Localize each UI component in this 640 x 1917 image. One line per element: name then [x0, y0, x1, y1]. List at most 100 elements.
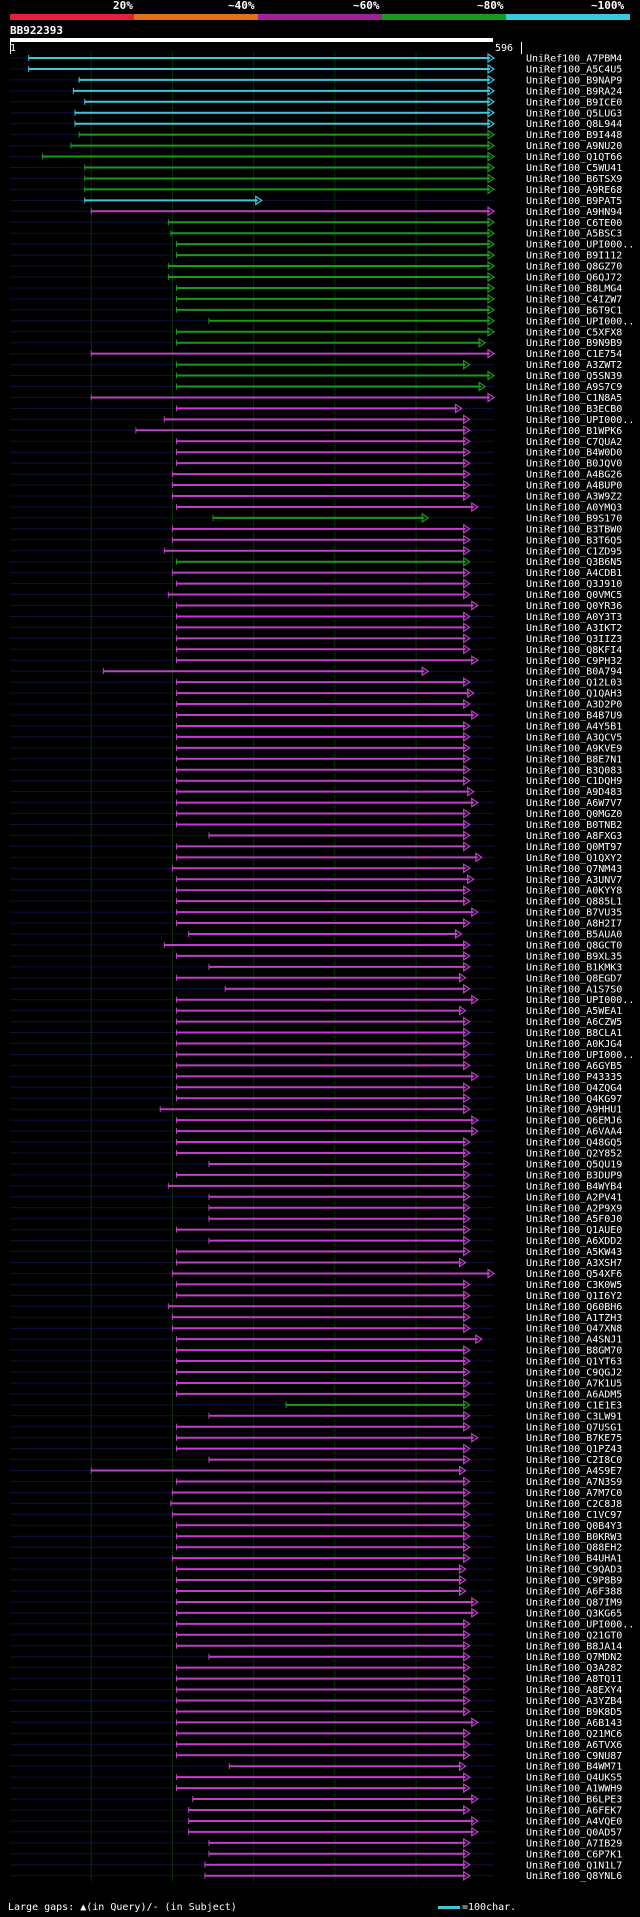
hit-label[interactable]: UniRef100_Q7MDN2: [526, 1652, 622, 1663]
hit-label[interactable]: UniRef100_A4SNJ1: [526, 1335, 622, 1346]
hit-label[interactable]: UniRef100_B9N9B9: [526, 338, 622, 349]
hit-label[interactable]: UniRef100_A4VQE0: [526, 1816, 622, 1827]
hit-label[interactable]: UniRef100_Q2Y852: [526, 1149, 622, 1160]
hit-label[interactable]: UniRef100_A8TQ11: [526, 1674, 622, 1685]
hit-label[interactable]: UniRef100_Q1QAH3: [526, 689, 622, 700]
hit-label[interactable]: UniRef100_Q8L944: [526, 119, 622, 130]
hit-label[interactable]: UniRef100_C6TE00: [526, 218, 622, 229]
hit-label[interactable]: UniRef100_B4WYB4: [526, 1181, 622, 1192]
hit-label[interactable]: UniRef100_UPI000..: [526, 415, 634, 426]
hit-label[interactable]: UniRef100_C9QAD3: [526, 1565, 622, 1576]
hit-label[interactable]: UniRef100_A1TZH3: [526, 1313, 622, 1324]
hit-label[interactable]: UniRef100_A8H2I7: [526, 919, 622, 930]
hit-label[interactable]: UniRef100_B9PAT5: [526, 196, 622, 207]
hit-label[interactable]: UniRef100_C9QGJ2: [526, 1368, 622, 1379]
hit-label[interactable]: UniRef100_A2P9X9: [526, 1203, 622, 1214]
hit-label[interactable]: UniRef100_A6FEK7: [526, 1806, 622, 1817]
hit-label[interactable]: UniRef100_B9ICE0: [526, 97, 622, 108]
hit-label[interactable]: UniRef100_A6VAA4: [526, 1127, 622, 1138]
hit-label[interactable]: UniRef100_Q8KFI4: [526, 645, 622, 656]
hit-label[interactable]: UniRef100_B4W0D0: [526, 448, 622, 459]
hit-label[interactable]: UniRef100_B7VU35: [526, 908, 622, 919]
hit-label[interactable]: UniRef100_Q3A282: [526, 1663, 622, 1674]
hit-label[interactable]: UniRef100_C1DQH9: [526, 776, 622, 787]
hit-label[interactable]: UniRef100_UPI000..: [526, 1619, 634, 1630]
hit-label[interactable]: UniRef100_A5BSC3: [526, 229, 622, 240]
hit-label[interactable]: UniRef100_C4IZW7: [526, 294, 622, 305]
hit-label[interactable]: UniRef100_B9K8D5: [526, 1707, 622, 1718]
hit-label[interactable]: UniRef100_A2PV41: [526, 1192, 622, 1203]
hit-label[interactable]: UniRef100_A5C4U5: [526, 64, 622, 75]
hit-label[interactable]: UniRef100_Q87IM9: [526, 1597, 622, 1608]
hit-label[interactable]: UniRef100_UPI000..: [526, 316, 634, 327]
hit-label[interactable]: UniRef100_A3QCV5: [526, 732, 622, 743]
hit-label[interactable]: UniRef100_A3W9Z2: [526, 492, 622, 503]
hit-label[interactable]: UniRef100_B5AUA0: [526, 930, 622, 941]
hit-label[interactable]: UniRef100_Q47XN8: [526, 1324, 622, 1335]
hit-label[interactable]: UniRef100_A6CZW5: [526, 1017, 622, 1028]
hit-label[interactable]: UniRef100_Q3KG65: [526, 1608, 622, 1619]
hit-label[interactable]: UniRef100_Q7USG1: [526, 1422, 622, 1433]
hit-label[interactable]: UniRef100_Q4KG97: [526, 1094, 622, 1105]
hit-label[interactable]: UniRef100_A6TVX6: [526, 1740, 622, 1751]
hit-label[interactable]: UniRef100_A1WWH9: [526, 1784, 622, 1795]
hit-label[interactable]: UniRef100_A0Y3T3: [526, 612, 622, 623]
hit-label[interactable]: UniRef100_Q21MC6: [526, 1729, 622, 1740]
hit-label[interactable]: UniRef100_P43335: [526, 1072, 622, 1083]
hit-label[interactable]: UniRef100_Q4ZQG4: [526, 1083, 622, 1094]
hit-label[interactable]: UniRef100_B1KMK3: [526, 962, 622, 973]
hit-label[interactable]: UniRef100_Q1QT66: [526, 152, 622, 163]
hit-label[interactable]: UniRef100_Q5QU19: [526, 1159, 622, 1170]
hit-label[interactable]: UniRef100_B9I448: [526, 130, 622, 141]
hit-label[interactable]: UniRef100_B3T6Q5: [526, 535, 622, 546]
hit-label[interactable]: UniRef100_C1ZD95: [526, 546, 622, 557]
hit-label[interactable]: UniRef100_A6GYB5: [526, 1061, 622, 1072]
hit-label[interactable]: UniRef100_A7N3S9: [526, 1477, 622, 1488]
hit-label[interactable]: UniRef100_B3TBW0: [526, 524, 622, 535]
hit-label[interactable]: UniRef100_A4S9E7: [526, 1466, 622, 1477]
hit-label[interactable]: UniRef100_B3Q083: [526, 765, 622, 776]
hit-label[interactable]: UniRef100_Q12L03: [526, 678, 622, 689]
hit-label[interactable]: UniRef100_B6TSX9: [526, 174, 622, 185]
hit-label[interactable]: UniRef100_B9S170: [526, 513, 622, 524]
hit-label[interactable]: UniRef100_Q7NM43: [526, 864, 622, 875]
hit-label[interactable]: UniRef100_A9S7C9: [526, 382, 622, 393]
hit-label[interactable]: UniRef100_Q0VMC5: [526, 590, 622, 601]
hit-label[interactable]: UniRef100_A6XDD2: [526, 1236, 622, 1247]
hit-label[interactable]: UniRef100_A4BG26: [526, 470, 622, 481]
hit-label[interactable]: UniRef100_B9XL35: [526, 951, 622, 962]
hit-label[interactable]: UniRef100_A8EXY4: [526, 1685, 622, 1696]
hit-label[interactable]: UniRef100_C1N8A5: [526, 393, 622, 404]
hit-label[interactable]: UniRef100_A7IB29: [526, 1838, 622, 1849]
hit-label[interactable]: UniRef100_A9HN94: [526, 207, 622, 218]
hit-label[interactable]: UniRef100_A0YMQ3: [526, 502, 622, 513]
hit-label[interactable]: UniRef100_B0JQV0: [526, 459, 622, 470]
hit-label[interactable]: UniRef100_Q885L1: [526, 897, 622, 908]
hit-label[interactable]: UniRef100_B0TNB2: [526, 820, 622, 831]
hit-label[interactable]: UniRef100_A4CDB1: [526, 568, 622, 579]
hit-label[interactable]: UniRef100_B6LPE3: [526, 1795, 622, 1806]
hit-label[interactable]: UniRef100_UPI000..: [526, 240, 634, 251]
hit-label[interactable]: UniRef100_C1E754: [526, 349, 622, 360]
hit-label[interactable]: UniRef100_A3D2P0: [526, 700, 622, 711]
hit-label[interactable]: UniRef100_C9PH32: [526, 656, 622, 667]
hit-label[interactable]: UniRef100_A6F388: [526, 1587, 622, 1598]
hit-label[interactable]: UniRef100_A7K1U5: [526, 1378, 622, 1389]
hit-label[interactable]: UniRef100_B6T9C1: [526, 305, 622, 316]
hit-label[interactable]: UniRef100_A8FXG3: [526, 831, 622, 842]
hit-label[interactable]: UniRef100_B4WM71: [526, 1762, 622, 1773]
hit-label[interactable]: UniRef100_Q88EH2: [526, 1543, 622, 1554]
hit-label[interactable]: UniRef100_Q5SN39: [526, 371, 622, 382]
hit-label[interactable]: UniRef100_B3DUP9: [526, 1170, 622, 1181]
hit-label[interactable]: UniRef100_Q0YR36: [526, 601, 622, 612]
hit-label[interactable]: UniRef100_Q5LUG3: [526, 108, 622, 119]
hit-label[interactable]: UniRef100_B8LMG4: [526, 283, 622, 294]
hit-label[interactable]: UniRef100_B8E7N1: [526, 754, 622, 765]
hit-label[interactable]: UniRef100_A9HHU1: [526, 1105, 622, 1116]
hit-label[interactable]: UniRef100_A5F0J0: [526, 1214, 622, 1225]
hit-label[interactable]: UniRef100_UPI000..: [526, 995, 634, 1006]
hit-label[interactable]: UniRef100_A7PBM4: [526, 54, 622, 65]
hit-label[interactable]: UniRef100_B8CLA1: [526, 1028, 622, 1039]
hit-label[interactable]: UniRef100_A3XSH7: [526, 1258, 622, 1269]
hit-label[interactable]: UniRef100_C9NU87: [526, 1751, 622, 1762]
